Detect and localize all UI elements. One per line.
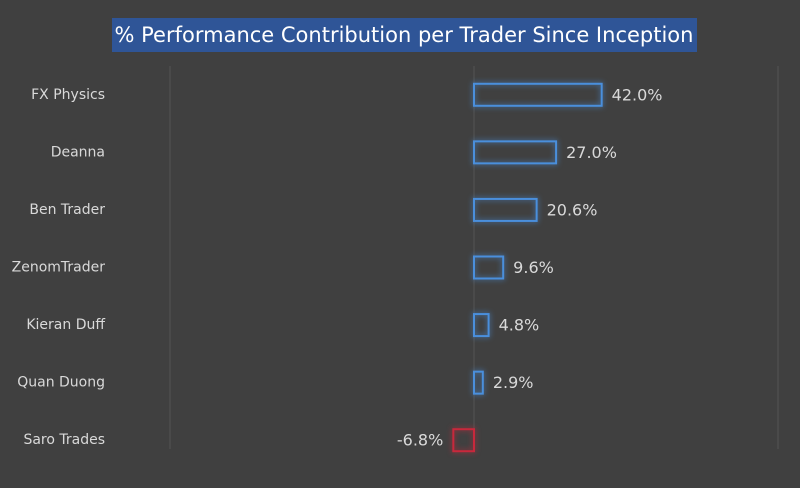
value-label: 2.9% [493,373,534,392]
bar [452,428,476,453]
bar [473,370,484,395]
y-tick-label: Deanna [51,144,105,160]
value-label: 27.0% [566,143,617,162]
title-box [112,18,697,52]
y-tick-label: Saro Trades [23,432,105,448]
y-tick-label: Ben Trader [29,202,105,218]
bar [473,197,538,222]
bar [473,313,490,338]
value-label: 4.8% [499,316,540,335]
value-label: 42.0% [612,85,663,104]
bar [473,82,603,107]
value-label: 20.6% [547,200,598,219]
bar [473,140,558,165]
value-label: -6.8% [397,431,443,450]
value-label: 9.6% [513,258,554,277]
chart-title: % Performance Contribution per Trader Si… [115,23,694,47]
y-tick-label: FX Physics [31,87,105,103]
y-tick-label: ZenomTrader [12,260,106,276]
y-tick-label: Kieran Duff [26,317,105,333]
y-tick-label: Quan Duong [17,375,105,391]
bar [473,255,505,280]
